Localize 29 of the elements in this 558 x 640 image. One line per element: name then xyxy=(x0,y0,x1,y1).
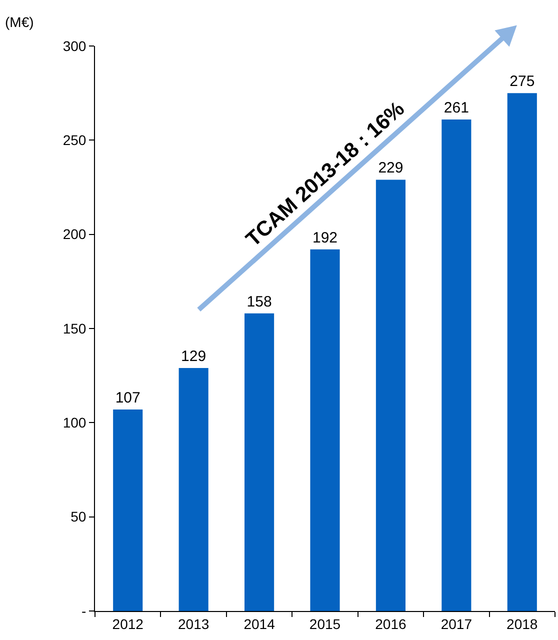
bar xyxy=(310,249,340,611)
bar xyxy=(244,313,274,611)
x-tick-label: 2016 xyxy=(375,616,406,632)
x-tick-label: 2015 xyxy=(309,616,341,632)
y-tick-label: 100 xyxy=(62,414,86,431)
bar xyxy=(507,93,537,611)
y-tick-label: 200 xyxy=(62,226,86,242)
y-tick-label: - xyxy=(82,602,87,619)
data-label: 275 xyxy=(510,73,535,90)
data-label: 192 xyxy=(312,229,338,246)
y-tick-label: 250 xyxy=(62,132,86,148)
y-tick-label: 300 xyxy=(62,38,86,54)
y-tick-label: 150 xyxy=(62,320,86,336)
x-tick-label: 2018 xyxy=(506,616,538,632)
x-tick-label: 2012 xyxy=(112,616,144,632)
bar xyxy=(178,368,208,611)
bar xyxy=(376,180,406,611)
y-axis-title: (M€) xyxy=(5,14,34,30)
data-label: 129 xyxy=(181,348,206,366)
data-label: 229 xyxy=(378,160,404,177)
x-tick-label: 2017 xyxy=(440,616,472,632)
data-label: 158 xyxy=(246,293,272,310)
data-label: 107 xyxy=(115,389,140,406)
bar xyxy=(113,409,143,611)
data-label: 261 xyxy=(444,99,469,116)
x-tick-label: 2014 xyxy=(244,616,276,632)
bar xyxy=(442,119,472,611)
x-tick-label: 2013 xyxy=(178,616,210,632)
y-tick-label: 50 xyxy=(70,508,86,525)
